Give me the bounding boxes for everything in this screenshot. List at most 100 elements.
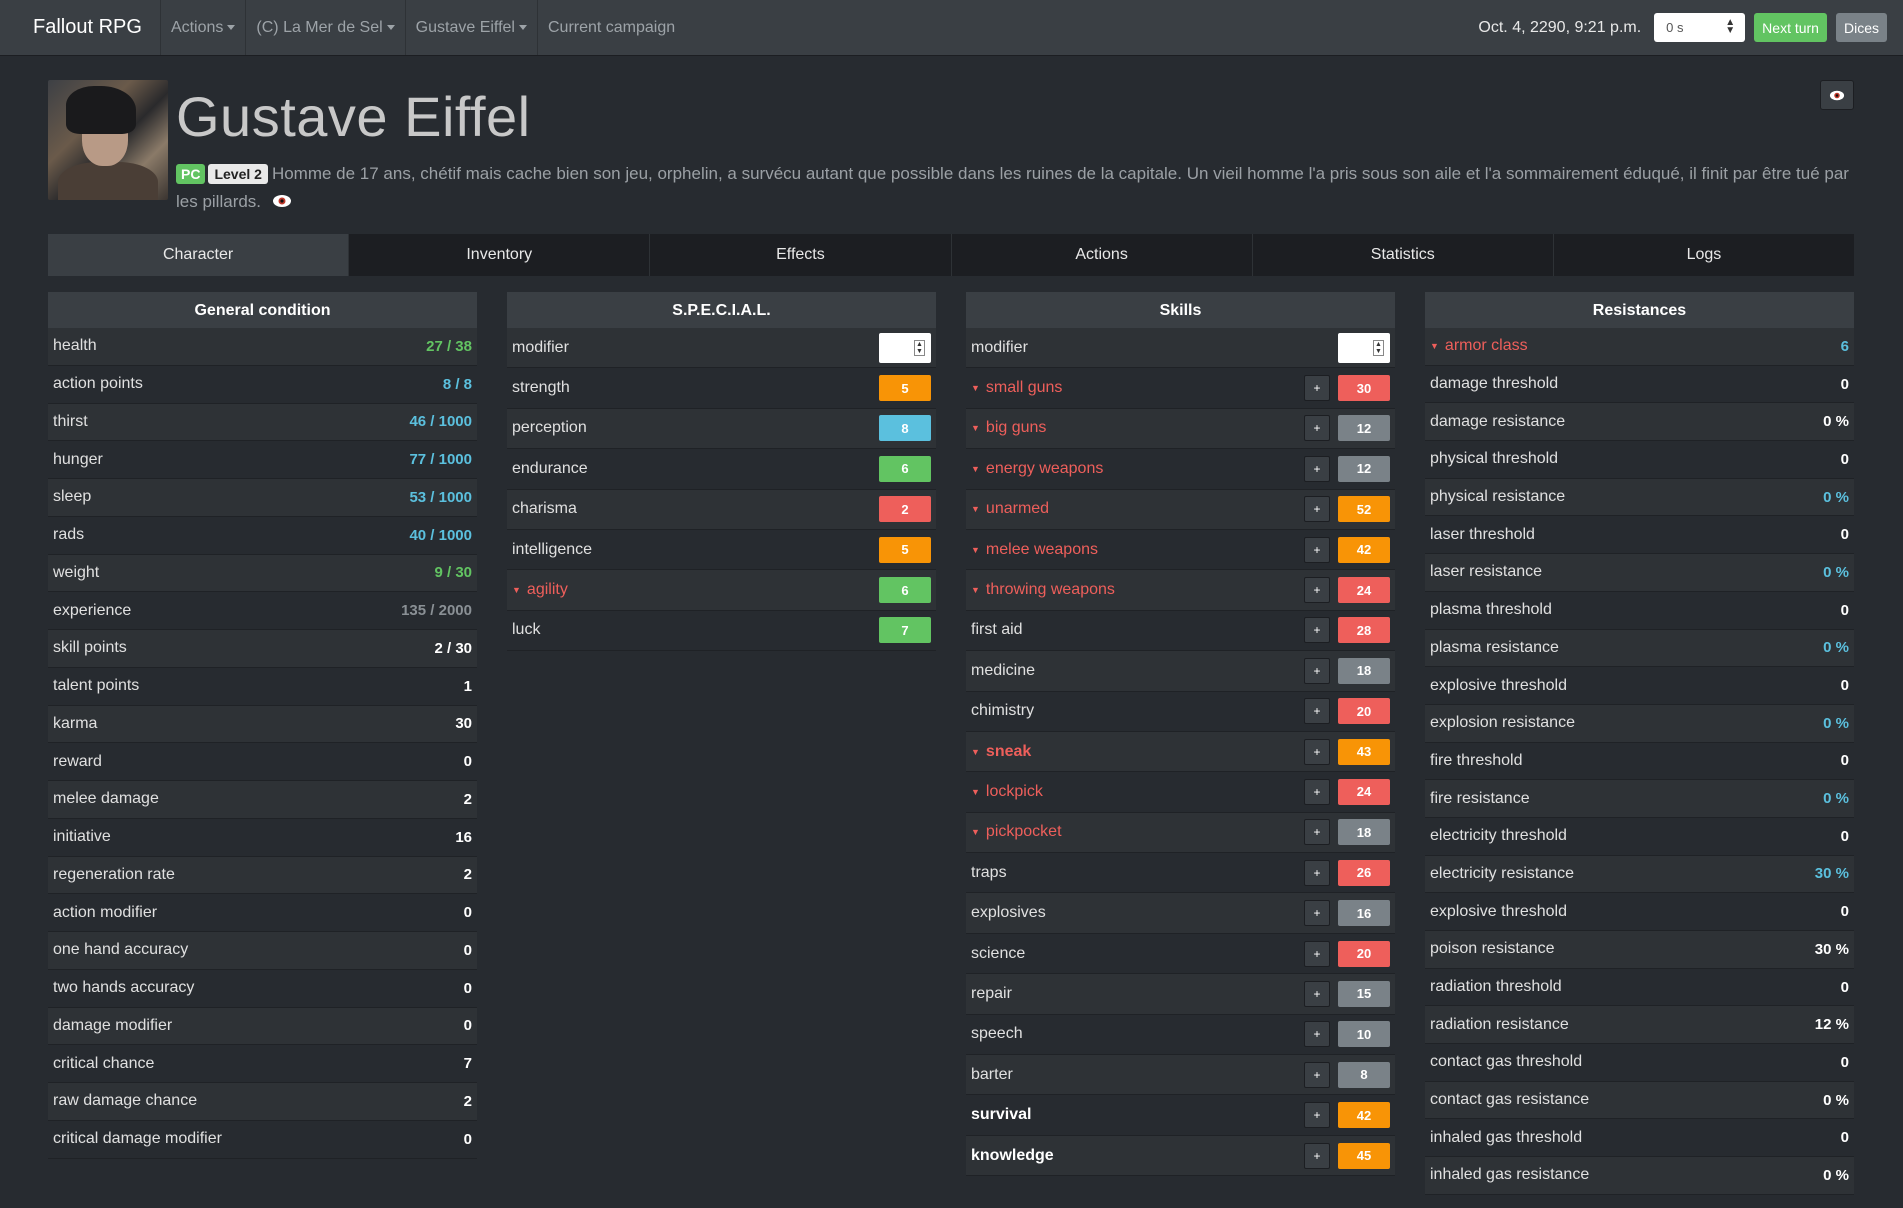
nav-menu-label: Current campaign xyxy=(547,18,676,36)
special-row: charisma 2 xyxy=(507,489,936,530)
increase-skill-button[interactable]: + xyxy=(1304,1102,1330,1129)
skill-row: chimistry +20 xyxy=(966,691,1395,732)
resistance-label: electricity threshold xyxy=(1430,827,1567,845)
modifier-input[interactable]: ▲ ▼ xyxy=(1338,332,1390,363)
character-columns: General condition health 27 / 38 action po… xyxy=(48,292,1854,1195)
increase-skill-button[interactable]: + xyxy=(1304,455,1330,482)
increase-skill-button[interactable]: + xyxy=(1304,980,1330,1007)
special-value: 2 xyxy=(879,496,931,523)
special-row: luck 7 xyxy=(507,610,936,652)
resistance-row: ▼ armor class 6 xyxy=(1425,328,1854,366)
increase-skill-button[interactable]: + xyxy=(1304,738,1330,765)
nav-menu-character[interactable]: Gustave Eiffel xyxy=(404,0,537,55)
increase-skill-button[interactable]: + xyxy=(1304,819,1330,846)
nav-menu-label: Actions xyxy=(170,18,224,36)
nav-link-current-campaign[interactable]: Current campaign xyxy=(536,0,685,55)
resistance-row: radiation resistance 12 % xyxy=(1425,1006,1854,1045)
brand-link[interactable]: Fallout RPG xyxy=(33,16,142,38)
stat-row: two hands accuracy 0 xyxy=(48,969,477,1008)
tab-inventory[interactable]: Inventory xyxy=(349,234,651,276)
time-step-value: 0 s xyxy=(1666,20,1684,35)
increase-skill-button[interactable]: + xyxy=(1304,496,1330,523)
skill-label-wrap: ▼ throwing weapons xyxy=(971,581,1115,599)
increase-skill-button[interactable]: + xyxy=(1304,375,1330,402)
increase-skill-button[interactable]: + xyxy=(1304,900,1330,927)
resistance-row: plasma threshold 0 xyxy=(1425,591,1854,630)
dices-button[interactable]: Dices xyxy=(1835,13,1887,42)
increase-skill-button[interactable]: + xyxy=(1304,657,1330,684)
skill-label: melee weapons xyxy=(985,540,1098,558)
skill-row: first aid +28 xyxy=(966,610,1395,652)
increase-skill-button[interactable]: + xyxy=(1304,577,1330,604)
tab-logs[interactable]: Logs xyxy=(1686,246,1722,263)
resistance-value: 0 xyxy=(1840,1053,1849,1071)
tab-bar: Character Inventory Effects Actions Statisti… xyxy=(48,234,1854,276)
nav-right: Oct. 4, 2290, 9:21 p.m. 0 s ▲ ▼ Next turn… xyxy=(1478,0,1887,55)
resistance-label-wrap: physical resistance xyxy=(1430,488,1565,506)
triangle-down-icon: ▼ xyxy=(971,585,980,596)
skill-row: ▼ pickpocket +18 xyxy=(966,812,1395,854)
resistance-value: 0 % xyxy=(1823,413,1849,431)
eye-icon[interactable] xyxy=(272,189,292,217)
stat-row: experience 135 / 2000 xyxy=(48,592,477,630)
spinner-icon[interactable]: ▲ ▼ xyxy=(914,339,925,356)
stat-value: 8 / 8 xyxy=(442,375,472,393)
stat-label: melee damage xyxy=(53,790,159,808)
resistance-label: poison resistance xyxy=(1430,940,1555,958)
increase-skill-button[interactable]: + xyxy=(1304,1061,1330,1088)
stat-value: 2 xyxy=(463,866,472,884)
stat-value: 0 xyxy=(463,753,472,771)
increase-skill-button[interactable]: + xyxy=(1304,536,1330,563)
special-label-wrap: perception xyxy=(512,419,587,437)
resistance-row: explosive threshold 0 xyxy=(1425,893,1854,931)
special-label: endurance xyxy=(512,459,588,477)
skill-row: barter +8 xyxy=(966,1055,1395,1096)
special-label: intelligence xyxy=(512,540,593,558)
skill-label-wrap: ▼ melee weapons xyxy=(971,541,1098,559)
nav-menu-actions[interactable]: Actions xyxy=(159,0,245,55)
skill-label-wrap: first aid xyxy=(971,621,1023,639)
modifier-input[interactable]: ▲ ▼ xyxy=(879,332,931,363)
increase-skill-button[interactable]: + xyxy=(1304,778,1330,805)
resistance-label: armor class xyxy=(1444,337,1528,355)
resistance-row: inhaled gas resistance 0 % xyxy=(1425,1157,1854,1195)
skill-row: speech +10 xyxy=(966,1014,1395,1056)
stat-label: critical damage modifier xyxy=(53,1130,222,1148)
skill-row: science +20 xyxy=(966,933,1395,975)
increase-skill-button[interactable]: + xyxy=(1304,1021,1330,1048)
increase-skill-button[interactable]: + xyxy=(1304,617,1330,644)
toggle-visibility-button[interactable] xyxy=(1820,80,1854,110)
resistance-value: 0 xyxy=(1840,827,1849,845)
stat-row: regeneration rate 2 xyxy=(48,856,477,895)
resistance-row: fire threshold 0 xyxy=(1425,742,1854,781)
spinner-icon[interactable]: ▲ ▼ xyxy=(1373,339,1384,356)
stat-value: 0 xyxy=(463,979,472,997)
resistance-value: 0 xyxy=(1840,450,1849,468)
resistance-label: inhaled gas resistance xyxy=(1430,1166,1590,1184)
tab-effects[interactable]: Effects xyxy=(650,234,952,276)
increase-skill-button[interactable]: + xyxy=(1304,1142,1330,1169)
next-turn-button[interactable]: Next turn xyxy=(1754,13,1827,42)
tab-character[interactable]: Character xyxy=(48,234,350,276)
skill-label-wrap: ▼ unarmed xyxy=(971,500,1049,518)
special-label-wrap: ▼ agility xyxy=(512,581,568,599)
time-step-select[interactable]: 0 s ▲ ▼ xyxy=(1654,13,1746,42)
nav-menu-campaign-location[interactable]: (C) La Mer de Sel xyxy=(245,0,404,55)
stat-row: hunger 77 / 1000 xyxy=(48,441,477,479)
resistance-label-wrap: damage resistance xyxy=(1430,413,1565,431)
resistance-label: plasma threshold xyxy=(1430,601,1552,619)
stat-label: initiative xyxy=(53,828,111,846)
tab-statistics[interactable]: Statistics xyxy=(1253,234,1554,276)
resistance-label: radiation resistance xyxy=(1430,1015,1569,1033)
resistance-label-wrap: radiation resistance xyxy=(1430,1016,1569,1034)
increase-skill-button[interactable]: + xyxy=(1304,859,1330,886)
increase-skill-button[interactable]: + xyxy=(1304,940,1330,967)
resistance-row: physical threshold 0 xyxy=(1425,441,1854,479)
skill-value: 12 xyxy=(1338,455,1390,482)
increase-skill-button[interactable]: + xyxy=(1304,415,1330,442)
skill-label-wrap: explosives xyxy=(971,904,1046,922)
modifier-label: modifier xyxy=(512,338,569,356)
tab-actions[interactable]: Actions xyxy=(952,234,1253,276)
triangle-down-icon: ▼ xyxy=(971,423,980,434)
increase-skill-button[interactable]: + xyxy=(1304,698,1330,725)
